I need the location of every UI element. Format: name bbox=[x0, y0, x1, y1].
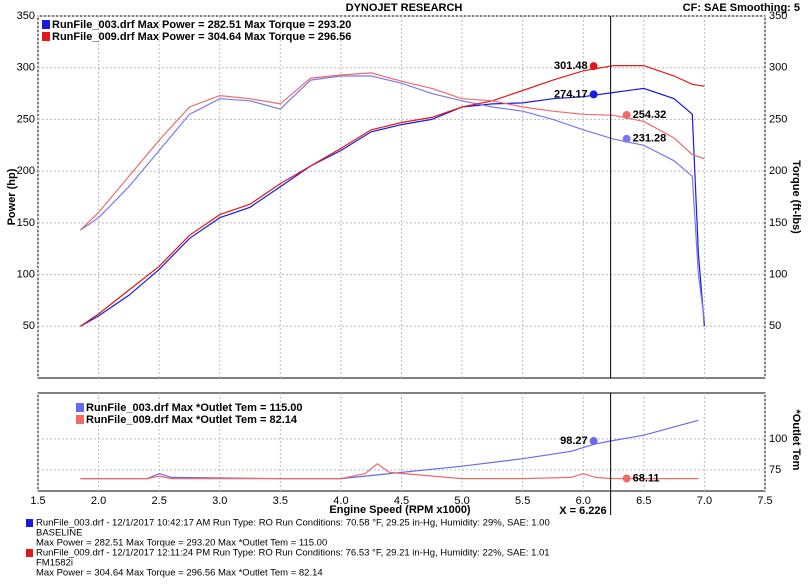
footer-line: Max Power = 282.51 Max Torque = 293.20 M… bbox=[36, 538, 327, 549]
cursor-power bbox=[589, 62, 598, 71]
outlet-line bbox=[80, 462, 699, 480]
footer-line: BASELINE bbox=[36, 528, 82, 539]
cursor-outlet-label: 68.11 bbox=[633, 472, 660, 484]
x-tick-label: 7.0 bbox=[697, 495, 712, 507]
torque-line bbox=[80, 75, 705, 322]
x-tick-label: 6.5 bbox=[636, 495, 651, 507]
legend-entry: RunFile_009.drf Max Power = 304.64 Max T… bbox=[52, 31, 351, 43]
x-tick-label: 1.5 bbox=[30, 495, 45, 507]
cursor-torque bbox=[622, 110, 631, 119]
x-tick-label: 7.5 bbox=[757, 495, 772, 507]
outlet-line bbox=[80, 419, 699, 480]
cursor-power-label: 274.17 bbox=[554, 88, 588, 100]
cursor-outlet-label: 98.27 bbox=[560, 435, 588, 447]
y2-tick-label: 100 bbox=[769, 433, 787, 445]
y2-tick-label: 300 bbox=[769, 62, 787, 74]
y2-label-bottom: *Outlet Tem bbox=[790, 410, 802, 471]
footer-swatch bbox=[26, 519, 33, 527]
legend-swatch bbox=[76, 403, 84, 412]
legend-entry: RunFile_003.drf Max Power = 282.51 Max T… bbox=[52, 19, 351, 31]
y2-tick-label: 50 bbox=[769, 320, 781, 332]
x-tick-label: 4.5 bbox=[394, 495, 409, 507]
legend-swatch bbox=[76, 415, 84, 424]
footer-swatch bbox=[26, 549, 33, 557]
title: DYNOJET RESEARCH bbox=[346, 2, 463, 14]
x-tick-label: 2.5 bbox=[152, 495, 167, 507]
legend-entry: RunFile_009.drf Max *Outlet Tem = 82.14 bbox=[86, 414, 298, 426]
y2-tick-label: 75 bbox=[769, 464, 781, 476]
x-tick-label: 2.0 bbox=[91, 495, 106, 507]
footer-line: Max Power = 304.64 Max Torque = 296.56 M… bbox=[36, 568, 323, 579]
y2-tick-label: 200 bbox=[769, 165, 787, 177]
y2-label: Torque (ft-lbs) bbox=[790, 160, 802, 234]
y-tick-label: 250 bbox=[17, 113, 35, 125]
y2-tick-label: 150 bbox=[769, 217, 787, 229]
cursor-outlet bbox=[589, 437, 598, 446]
x-tick-label: 5.0 bbox=[454, 495, 469, 507]
legend-swatch bbox=[42, 32, 50, 41]
y-tick-label: 50 bbox=[23, 320, 35, 332]
x-tick-label: 3.5 bbox=[273, 495, 288, 507]
x-tick-label: 6.0 bbox=[576, 495, 591, 507]
y-tick-label: 300 bbox=[17, 62, 35, 74]
cursor-label: X = 6.226 bbox=[559, 505, 606, 517]
power-line bbox=[80, 65, 705, 327]
legend-entry: RunFile_003.drf Max *Outlet Tem = 115.00 bbox=[86, 402, 303, 414]
y2-tick-label: 100 bbox=[769, 268, 787, 280]
legend-swatch bbox=[42, 20, 50, 29]
x-tick-label: 4.0 bbox=[333, 495, 348, 507]
footer-line: RunFile_003.drf - 12/1/2017 10:42:17 AM … bbox=[36, 518, 550, 529]
y-tick-label: 100 bbox=[17, 268, 35, 280]
y2-tick-label: 250 bbox=[769, 113, 787, 125]
torque-line bbox=[79, 72, 705, 231]
cursor-torque-label: 231.28 bbox=[633, 133, 667, 145]
y-tick-label: 200 bbox=[17, 165, 35, 177]
x-tick-label: 3.0 bbox=[212, 495, 227, 507]
cursor-power-label: 301.48 bbox=[554, 60, 588, 72]
settings: CF: SAE Smoothing: 5 bbox=[683, 2, 800, 14]
cursor-torque bbox=[622, 134, 631, 143]
cursor-power bbox=[589, 90, 598, 99]
y-tick-label: 150 bbox=[17, 217, 35, 229]
cursor-torque-label: 254.32 bbox=[633, 109, 667, 121]
power-line bbox=[80, 87, 705, 327]
y2-tick-label: 350 bbox=[769, 10, 787, 22]
y-label: Power (hp) bbox=[6, 168, 18, 225]
footer-line: RunFile_009.drf - 12/1/2017 12:11:24 PM … bbox=[36, 548, 550, 559]
x-label: Engine Speed (RPM x1000) bbox=[329, 504, 471, 516]
y-tick-label: 350 bbox=[17, 10, 35, 22]
cursor-outlet bbox=[622, 474, 631, 483]
footer-line: FM1582i bbox=[36, 558, 73, 569]
x-tick-label: 5.5 bbox=[515, 495, 530, 507]
